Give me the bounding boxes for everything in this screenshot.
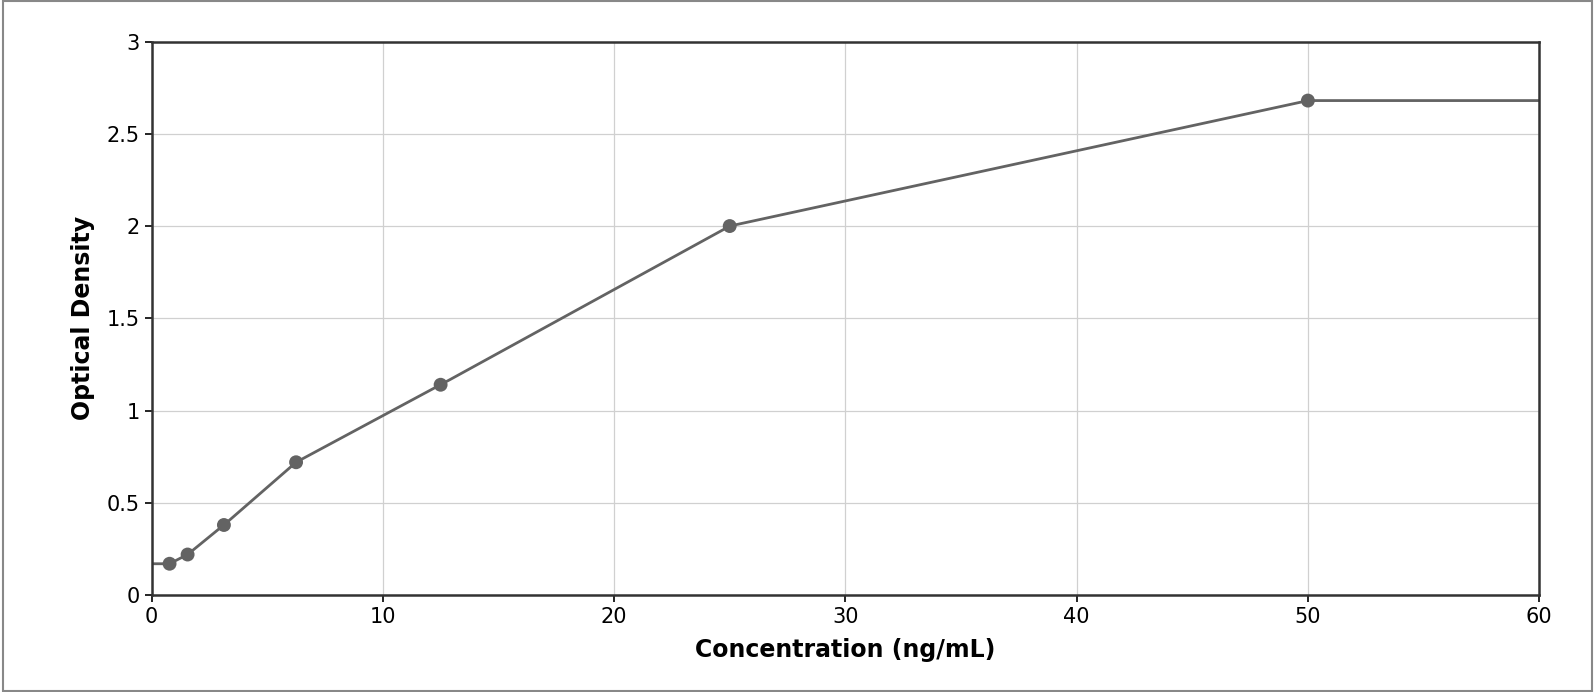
Point: [1295, 95, 1321, 106]
X-axis label: Concentration (ng/mL): Concentration (ng/mL): [695, 638, 995, 662]
Point: [427, 379, 453, 390]
Point: [156, 558, 182, 570]
Point: [284, 457, 309, 468]
Point: [175, 549, 201, 560]
Point: [211, 520, 236, 531]
Point: [718, 221, 743, 232]
Y-axis label: Optical Density: Optical Density: [72, 217, 96, 420]
